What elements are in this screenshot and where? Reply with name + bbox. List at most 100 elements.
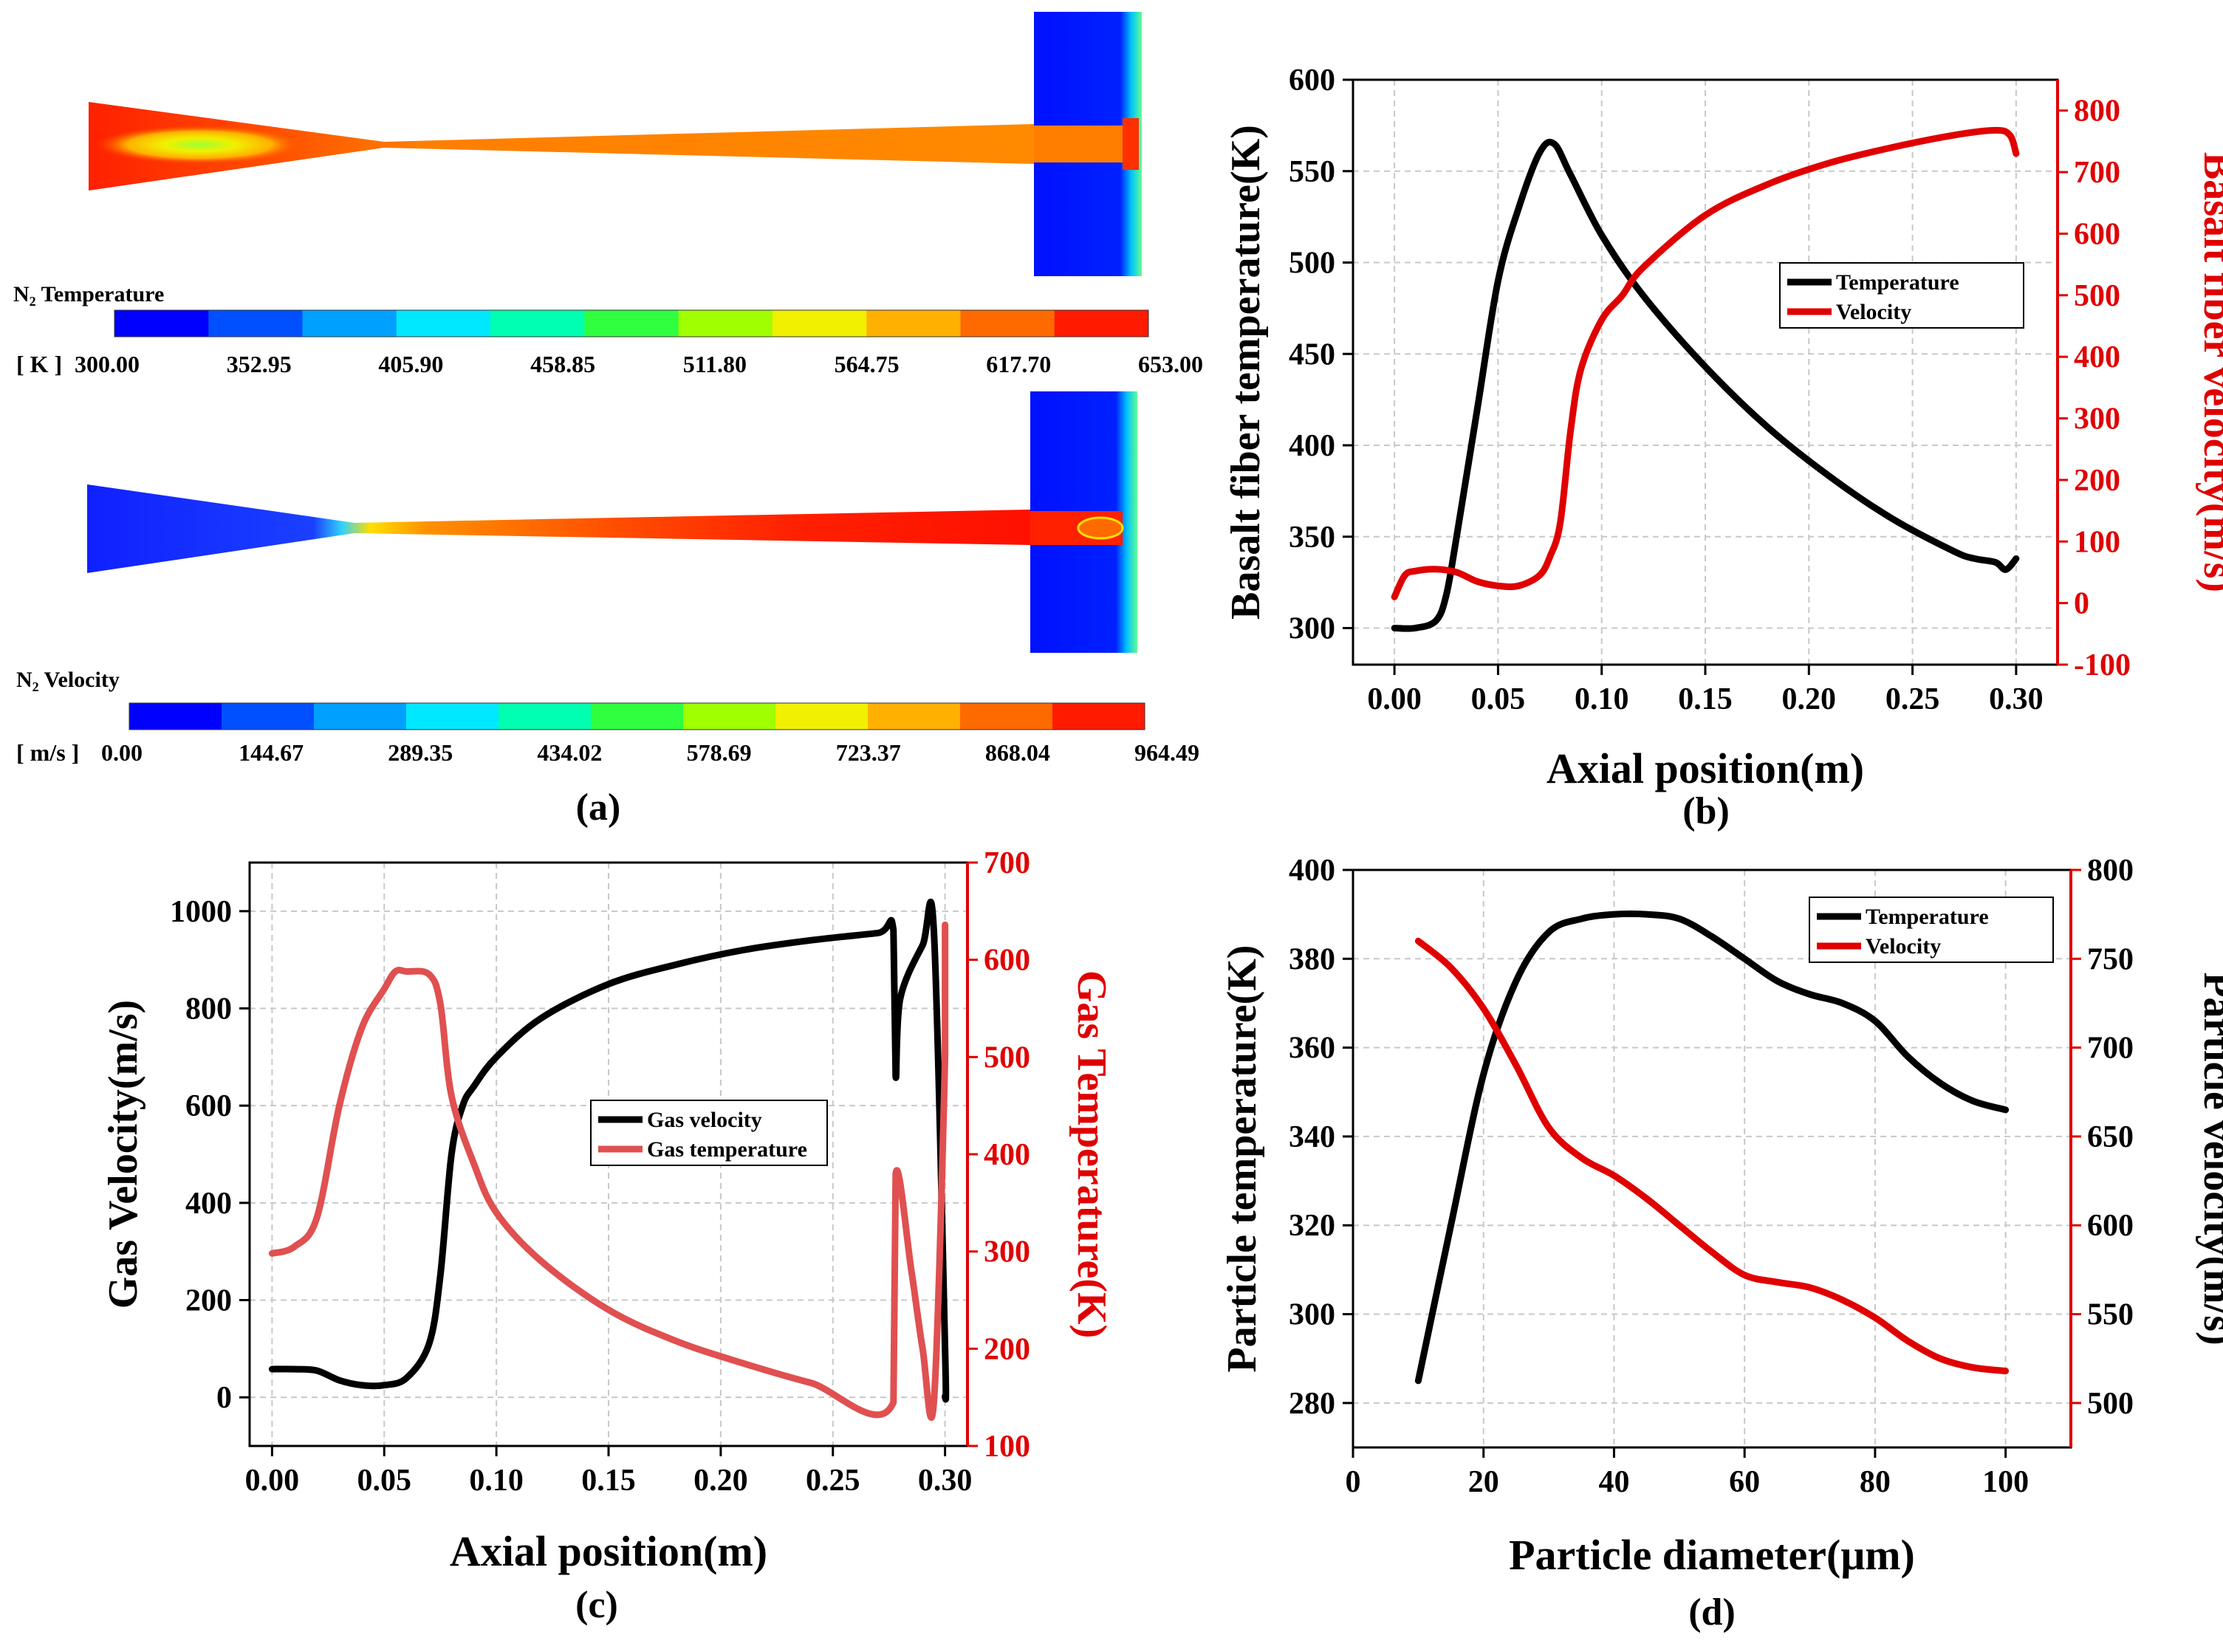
y-right-tick-label: 800 xyxy=(2074,95,2120,128)
temperature-bar-title: N₂ Temperature xyxy=(13,282,164,306)
y-left-tick-label: 800 xyxy=(185,993,232,1026)
y-right-tick-label: 500 xyxy=(2087,1387,2134,1421)
colorbar-segment xyxy=(314,703,360,730)
colorbar-frame xyxy=(129,702,1145,730)
colorbar-segment xyxy=(544,703,592,730)
colorbar-segment xyxy=(537,310,585,337)
y-right-axis-title: Particle velocity(m/s) xyxy=(2195,972,2223,1345)
y-left-tick-label: 300 xyxy=(1289,612,1335,646)
colorbar-segment xyxy=(866,310,914,337)
colorbar-segment xyxy=(129,703,176,730)
colorbar-segment xyxy=(161,310,209,337)
colorbar-segment xyxy=(222,703,268,730)
y-left-tick-label: 400 xyxy=(1289,854,1335,888)
y-right-tick-label: 650 xyxy=(2087,1120,2134,1154)
colorbar-tick-label: 458.85 xyxy=(530,351,595,377)
legend: Gas velocity Gas temperature xyxy=(590,1100,828,1166)
colorbar-tick-label: 564.75 xyxy=(835,351,900,377)
colorbar-tick-label: 723.37 xyxy=(836,739,901,766)
x-tick-label: 80 xyxy=(1860,1465,1891,1499)
y-right-tick-label: 200 xyxy=(984,1332,1030,1366)
legend-box xyxy=(1779,262,2024,329)
charts: 0.00 0.05 0.10 0.15 0.20 0.25 0.30300350400450… xyxy=(100,64,2223,1634)
y-left-tick-label: 400 xyxy=(185,1187,232,1221)
y-right-tick-label: 750 xyxy=(2087,942,2134,976)
x-tick-label: 0.30 xyxy=(918,1464,973,1498)
x-tick-label: 0.20 xyxy=(1782,682,1837,716)
grid xyxy=(1353,79,2058,665)
y-left-tick-label: 380 xyxy=(1289,942,1335,976)
y-left-tick-label: 280 xyxy=(1289,1387,1335,1421)
legend-label: Velocity xyxy=(1836,300,1911,324)
legend-label: Gas velocity xyxy=(647,1108,762,1132)
y-right-tick-label: 800 xyxy=(2087,854,2134,888)
colorbar-segment xyxy=(302,310,350,337)
colorbar-segment xyxy=(499,703,545,730)
chart-panel-b: 0.00 0.05 0.10 0.15 0.20 0.25 0.30 300 350 400 450… xyxy=(1223,64,2223,832)
velocity-contour xyxy=(87,391,1137,653)
colorbar-tick-label: 868.04 xyxy=(985,739,1050,766)
colorbar-segment xyxy=(396,310,444,337)
series-line-velocity xyxy=(1391,126,2020,600)
y-right-tick-label: -100 xyxy=(2074,648,2131,682)
legend: Temperature Velocity xyxy=(1779,262,2024,329)
colorbar-segment xyxy=(584,310,632,337)
y-right-tick-label: 600 xyxy=(2074,217,2120,251)
y-left-tick-label: 300 xyxy=(1289,1298,1335,1332)
colorbar-tick-label: 300.00 xyxy=(75,351,140,377)
x-tick-label: 0.15 xyxy=(581,1464,636,1498)
exit-wall-temperature xyxy=(1123,118,1139,170)
nozzle-core-region xyxy=(96,126,303,164)
y-left-tick-label: 600 xyxy=(1289,64,1335,97)
legend-box xyxy=(590,1100,828,1166)
colorbar-segment xyxy=(255,310,304,337)
colorbar-segment xyxy=(1101,310,1149,337)
colorbar-segment xyxy=(175,703,222,730)
y-left-axis-title: Basalt fiber temperature(K) xyxy=(1223,125,1269,620)
y-left-axis-title: Particle temperature(K) xyxy=(1219,945,1265,1373)
y-right-tick-label: 200 xyxy=(2074,464,2120,498)
y-right-tick-label: 400 xyxy=(984,1138,1030,1172)
colorbar-tick-label: 405.90 xyxy=(378,351,443,377)
colorbar-tick-label: 511.80 xyxy=(683,351,747,377)
colorbar-segment xyxy=(914,703,961,730)
temperature-colorbar xyxy=(114,309,1149,337)
colorbar-segment xyxy=(452,703,499,730)
y-left-axis-title: Gas Velocity(m/s) xyxy=(100,1000,146,1309)
colorbar-tick-label: 352.95 xyxy=(227,351,292,377)
colorbar-segment xyxy=(772,310,821,337)
x-tick-label: 0 xyxy=(1346,1465,1361,1499)
series-line-gas-velocity xyxy=(268,898,950,1403)
colorbar-segment xyxy=(1052,703,1099,730)
temperature-contour xyxy=(89,12,1142,276)
colorbar-segment xyxy=(349,310,397,337)
x-tick-label: 0.15 xyxy=(1678,682,1733,716)
panel-label: (d) xyxy=(1688,1591,1736,1634)
nozzle-velocity-field xyxy=(87,484,1030,573)
colorbar-segment xyxy=(360,703,407,730)
series-line-temperature xyxy=(1391,138,2020,632)
legend-label: Temperature xyxy=(1866,905,1989,929)
y-right-tick-label: 500 xyxy=(984,1041,1030,1075)
colorbar-segment xyxy=(960,310,1008,337)
colorbar-segment xyxy=(443,310,491,337)
colorbar-segment xyxy=(819,310,867,337)
x-tick-label: 40 xyxy=(1598,1465,1629,1499)
colorbar-tick-label: 0.00 xyxy=(101,739,143,766)
legend-label: Gas temperature xyxy=(647,1137,807,1162)
y-right-tick-label: 300 xyxy=(2074,402,2120,436)
x-tick-label: 0.00 xyxy=(245,1464,300,1498)
colorbar-segment xyxy=(591,703,637,730)
temperature-bar-ticks: 300.00 352.95 405.90 458.85 511.80 564.75 617.… xyxy=(75,351,1203,377)
y-left-tick-label: 200 xyxy=(185,1284,232,1318)
y-left-tick-label: 600 xyxy=(185,1089,232,1123)
chart-panel-c: 0.00 0.05 0.10 0.15 0.20 0.25 0.30 0 200 400 600 80… xyxy=(100,846,1114,1626)
colorbar-segment xyxy=(637,703,684,730)
y-left-tick-label: 400 xyxy=(1289,429,1335,463)
y-left-tick-label: 450 xyxy=(1289,337,1335,371)
y-right-tick-label: 100 xyxy=(984,1430,1030,1464)
y-right-tick-label: 700 xyxy=(984,846,1030,880)
x-tick-label: 0.25 xyxy=(806,1464,860,1498)
colorbar-tick-label: 289.35 xyxy=(388,739,453,766)
